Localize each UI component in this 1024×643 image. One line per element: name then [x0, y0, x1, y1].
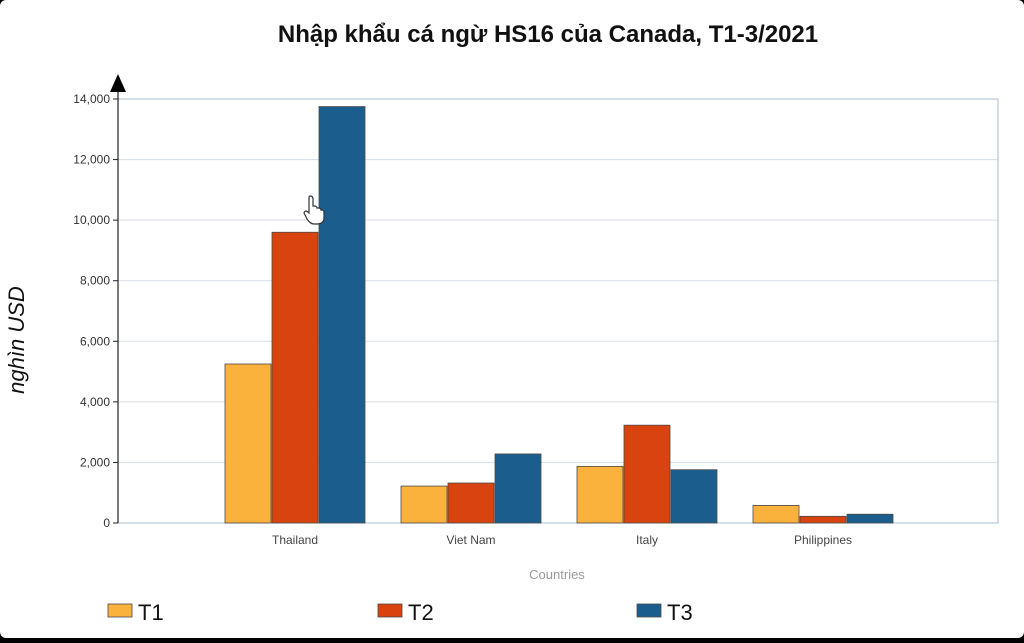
- y-tick-label: 8,000: [80, 274, 110, 288]
- bar-t3-viet-nam: [494, 453, 542, 524]
- bar-t2-philippines: [799, 515, 847, 524]
- bar-t3-italy: [670, 469, 718, 524]
- category-labels: Thailand Viet Nam Italy Philippines: [272, 533, 852, 547]
- y-tick-labels: 0 2,000 4,000 6,000 8,000 10,000 12,000 14,000: [73, 92, 118, 530]
- y-tick-label: 14,000: [73, 92, 110, 106]
- y-tick-label: 6,000: [80, 334, 110, 348]
- y-tick-label: 10,000: [73, 213, 110, 227]
- legend-label-t1: T1: [138, 600, 164, 625]
- x-axis-label: Countries: [529, 567, 585, 582]
- chart-title: Nhập khẩu cá ngừ HS16 của Canada, T1-3/2…: [278, 21, 818, 48]
- bar-t1-philippines: [752, 505, 800, 524]
- bar-t1-thailand: [224, 363, 272, 524]
- legend-swatch-t1: [107, 603, 133, 618]
- category-label: Thailand: [272, 533, 318, 547]
- legend-swatch-t3: [636, 603, 662, 618]
- y-tick-label: 2,000: [80, 455, 110, 469]
- category-label: Philippines: [794, 533, 852, 547]
- legend-label-t2: T2: [408, 600, 434, 625]
- legend: T1 T2 T3: [107, 600, 693, 625]
- bar-t3-philippines: [846, 513, 894, 524]
- legend-label-t3: T3: [667, 600, 693, 625]
- bar-t2-thailand: [271, 231, 319, 524]
- hand-cursor-icon: [303, 195, 325, 225]
- bars: [224, 106, 894, 524]
- bar-t1-italy: [576, 465, 624, 524]
- y-tick-label: 0: [103, 516, 110, 530]
- bar-t2-viet-nam: [447, 482, 495, 524]
- y-axis-label: nghìn USD: [4, 286, 29, 394]
- y-tick-label: 4,000: [80, 395, 110, 409]
- legend-swatch-t2: [377, 603, 403, 618]
- bar-t3-thailand: [318, 106, 366, 524]
- y-axis-arrow-icon: [110, 74, 126, 92]
- category-label: Italy: [636, 533, 658, 547]
- y-axis: [110, 74, 126, 523]
- bar-t2-italy: [623, 424, 671, 524]
- category-label: Viet Nam: [446, 533, 495, 547]
- y-tick-label: 12,000: [73, 153, 110, 167]
- bar-t1-viet-nam: [400, 485, 448, 524]
